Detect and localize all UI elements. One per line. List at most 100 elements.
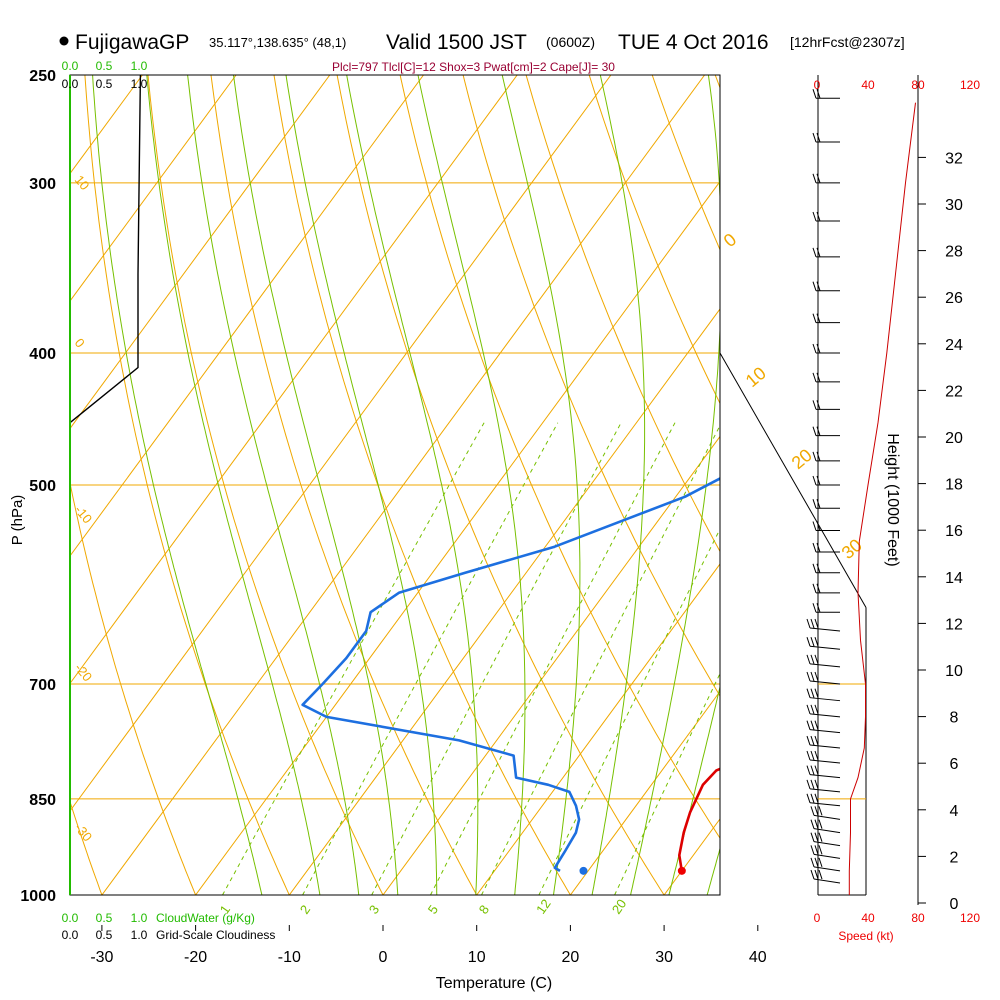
x-tick-label: 30	[655, 949, 673, 966]
height-tick-label: 2	[950, 849, 959, 866]
x-tick-label: 20	[562, 949, 580, 966]
wind-barb-staff	[813, 866, 841, 872]
wind-barb-flag	[806, 618, 811, 629]
dry-adiabat-line	[525, 75, 720, 553]
dry-adiabat-label: 30	[838, 535, 866, 563]
isotherm-line	[288, 308, 720, 895]
height-tick-label: 4	[950, 803, 959, 820]
isotherm-line	[70, 75, 518, 685]
wind-barb	[806, 765, 841, 779]
wind-barb	[806, 688, 841, 702]
dewpoint-curve	[301, 477, 720, 873]
wind-barb-flag	[812, 521, 817, 531]
pressure-tick-label: 300	[29, 176, 56, 193]
wind-barb-flag	[806, 735, 811, 746]
wind-barb-staff	[809, 729, 841, 734]
dry-adiabat-line	[70, 480, 197, 895]
moist-adiabat-line	[501, 75, 581, 895]
wind-barb-flag	[810, 671, 815, 682]
height-tick-label: 10	[945, 663, 963, 680]
wind-barb-flag	[816, 521, 821, 531]
wind-barb-flag	[810, 765, 815, 775]
moist-adiabat-line	[92, 75, 263, 895]
wind-barb	[812, 583, 840, 594]
wind-barb-flag	[810, 735, 815, 746]
wind-barb-flag	[812, 132, 817, 143]
wind-barb-flag	[812, 499, 817, 509]
station-bullet-icon	[59, 36, 69, 46]
dry-adiabat-line	[399, 75, 720, 840]
mixing-ratio-line	[430, 422, 676, 895]
wind-barb	[806, 704, 841, 718]
wind-barb-flag	[814, 869, 819, 880]
wind-barb-flag	[812, 89, 817, 99]
wind-barb-flag	[812, 426, 817, 436]
pressure-tick-label: 700	[29, 677, 56, 694]
wind-barb	[812, 426, 840, 437]
isotherm-label: 10	[72, 172, 93, 193]
wind-speed-curve	[848, 102, 916, 895]
wind-barb	[806, 720, 841, 734]
wind-barb-flag	[816, 563, 821, 573]
wind-barb-flag	[812, 313, 817, 323]
station-name: FujigawaGP	[75, 31, 189, 54]
wind-barb	[810, 869, 841, 884]
wind-barb-flag	[806, 654, 811, 665]
wind-barb-flag	[818, 832, 823, 842]
pressure-tick-label: 400	[29, 346, 56, 363]
isotherm-line	[70, 75, 331, 430]
mixing-ratio-label: 12	[533, 896, 554, 916]
moist-adiabat-line	[417, 75, 526, 895]
wind-barb-staff	[809, 697, 841, 702]
cloudiness-bottom-tick: 0.0	[62, 928, 79, 942]
wind-barb-flag	[806, 765, 811, 775]
valid-date: TUE 4 Oct 2016	[618, 31, 769, 54]
cloud-water-top-tick: 0.5	[96, 59, 113, 73]
surface-temperature-marker	[677, 866, 686, 875]
parcel-curve	[816, 423, 861, 520]
x-tick-label: -20	[184, 949, 207, 966]
isotherm-label: -30	[72, 820, 96, 844]
wind-barb-flag	[812, 563, 817, 573]
cloud-water-bottom-tick: 1.0	[131, 911, 148, 925]
chart-header: FujigawaGP 35.117°,138.635° (48,1) Valid…	[59, 31, 905, 74]
wind-barb	[812, 451, 840, 462]
wind-barb-flag	[818, 845, 823, 855]
cloud-water-curve	[70, 75, 142, 895]
isotherm-label: -20	[72, 660, 96, 684]
wind-barb-flag	[812, 451, 817, 462]
wind-barb-staff	[813, 878, 841, 884]
wind-barb-staff	[809, 788, 841, 793]
wind-barb	[810, 857, 841, 872]
moist-adiabat-line	[146, 75, 321, 895]
wind-barb	[806, 637, 841, 650]
x-tick-label: -30	[90, 949, 113, 966]
wind-barb-flag	[810, 793, 815, 803]
wind-barb-flag	[810, 750, 815, 761]
wind-barb-flag	[814, 720, 819, 730]
height-tick-label: 18	[945, 477, 963, 494]
wind-barb-flag	[818, 819, 823, 829]
wind-barb-flag	[810, 688, 815, 698]
moist-adiabat-line	[630, 75, 720, 895]
pressure-tick-label: 850	[29, 792, 56, 809]
dry-adiabat-line	[462, 75, 720, 697]
wind-barb	[812, 343, 840, 354]
cloudiness-label: Grid-Scale Cloudiness	[156, 928, 275, 942]
cloudiness-top-tick: 0.5	[96, 77, 113, 91]
wind-barb-flag	[814, 704, 819, 715]
wind-barb-flag	[816, 542, 821, 553]
wind-barb-flag	[812, 173, 817, 184]
wind-barb	[806, 793, 841, 807]
mixing-ratio-line	[302, 422, 559, 895]
wind-barb	[806, 671, 841, 685]
speed-bottom-tick: 0	[814, 911, 821, 925]
wind-barb-flag	[818, 806, 823, 816]
dry-adiabat-line	[84, 75, 290, 895]
wind-barb-flag	[810, 857, 815, 868]
height-tick-label: 12	[945, 616, 963, 633]
wind-barb-flag	[816, 499, 821, 509]
x-tick-label: 40	[749, 949, 767, 966]
